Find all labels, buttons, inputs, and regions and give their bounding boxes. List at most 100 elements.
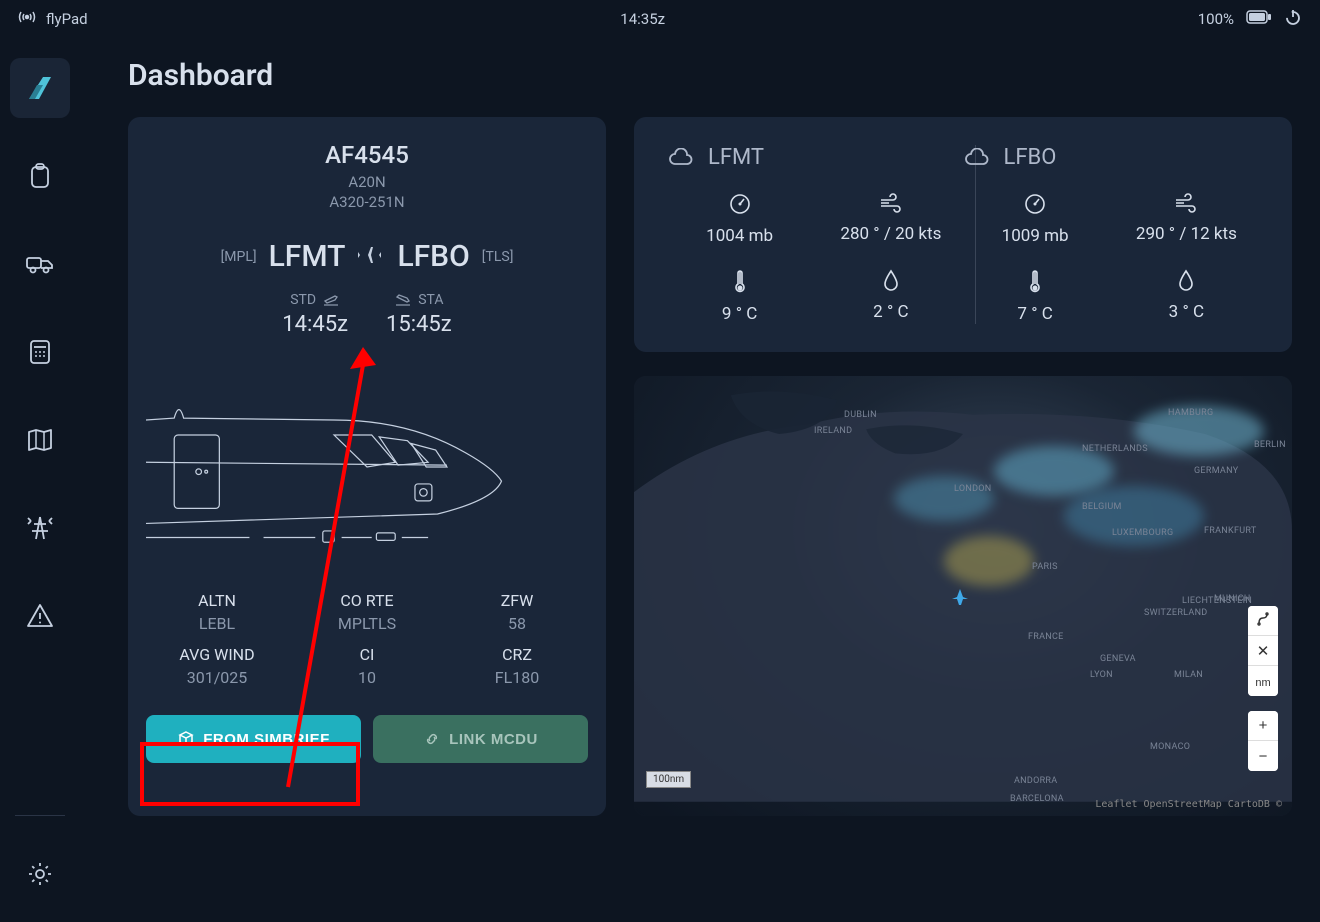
map-label-lyon: Lyon (1090, 670, 1113, 680)
sidebar-item-failures[interactable] (10, 586, 70, 646)
droplet-icon (882, 268, 900, 292)
flight-card: AF4545 A20N A320-251N [MPL] LFMT LFBO [T… (128, 117, 606, 816)
map-unit-button[interactable]: nm (1248, 666, 1278, 696)
tower-icon (25, 513, 55, 543)
map-zoom-in-button[interactable]: + (1248, 711, 1278, 741)
map-label-andorra: ANDORRA (1014, 776, 1057, 786)
std-time: 14:45z (282, 312, 348, 337)
wx-dep-temp: 9 ° C (722, 304, 757, 324)
sidebar-item-atc[interactable] (10, 498, 70, 558)
link-icon (423, 730, 441, 748)
gauge-icon (728, 192, 752, 216)
map-label-switzerland: SWITZERLAND (1144, 608, 1208, 618)
sta-time: 15:45z (386, 312, 452, 337)
map-zoom-out-button[interactable]: − (1248, 741, 1278, 771)
cloud-icon (964, 148, 990, 168)
arrival-icon (394, 293, 412, 307)
avgwind-val: 301/025 (146, 668, 288, 687)
avgwind-label: AVG WIND (146, 645, 288, 664)
thermometer-icon (732, 268, 748, 294)
sidebar-item-ground[interactable] (10, 234, 70, 294)
map-scale: 100nm (646, 771, 691, 788)
wx-arr-pressure: 1009 mb (1002, 226, 1069, 246)
sta-label: STA (418, 292, 443, 308)
map-card[interactable]: IRELAND Dublin LONDON NETHERLANDS BELGIU… (634, 376, 1292, 816)
truck-icon (25, 250, 55, 278)
tail-logo-icon (23, 71, 57, 105)
map-label-liechtenstein: LIECHTENSTEIN (1182, 596, 1252, 606)
map-label-france: FRANCE (1028, 632, 1064, 642)
map-label-ireland: IRELAND (814, 426, 852, 436)
corte-val: MPLTLS (296, 614, 438, 633)
map-label-milan: Milan (1174, 670, 1203, 680)
departure-icon (322, 293, 340, 307)
ci-val: 10 (296, 668, 438, 687)
map-label-belgium: BELGIUM (1082, 502, 1122, 512)
flight-number: AF4545 (146, 141, 588, 169)
aircraft-silhouette (146, 367, 588, 567)
crz-val: FL180 (446, 668, 588, 687)
sidebar-item-settings[interactable] (10, 844, 70, 904)
map-attribution: Leaflet OpenStreetMap CartoDB © (1095, 799, 1282, 810)
airplane-icon (357, 243, 385, 271)
power-icon[interactable] (1284, 8, 1302, 30)
altn-val: LEBL (146, 614, 288, 633)
std-label: STD (290, 292, 316, 308)
route-row: [MPL] LFMT LFBO [TLS] (146, 239, 588, 274)
from-simbrief-button[interactable]: FROM SIMBRIEF (146, 715, 361, 763)
wx-arr-dewpoint: 3 ° C (1169, 302, 1204, 322)
map-label-netherlands: NETHERLANDS (1082, 444, 1148, 454)
map-label-dublin: Dublin (844, 410, 877, 420)
map-label-london: LONDON (954, 484, 992, 494)
crz-label: CRZ (446, 645, 588, 664)
thermometer-icon (1027, 268, 1043, 294)
arr-iata: [TLS] (482, 249, 514, 265)
map-label-berlin: Berlin (1254, 440, 1286, 450)
wx-dep-dewpoint: 2 ° C (873, 302, 908, 322)
map-control-group-2: + − (1248, 711, 1278, 771)
sidebar (0, 38, 80, 922)
broadcast-icon (18, 10, 36, 28)
zfw-val: 58 (446, 614, 588, 633)
map-icon (25, 426, 55, 454)
map-label-monaco: MONACO (1150, 742, 1190, 752)
arr-icao: LFBO (397, 239, 469, 274)
dep-iata: [MPL] (221, 249, 257, 265)
battery-pct: 100% (1198, 10, 1234, 28)
map-close-button[interactable]: ✕ (1248, 636, 1278, 666)
map-label-geneva: GENEVA (1100, 654, 1136, 664)
link-mcdu-button[interactable]: LINK MCDU (373, 715, 588, 763)
wx-arr-icao: LFBO (1004, 145, 1057, 170)
cube-icon (177, 730, 195, 748)
zfw-label: ZFW (446, 591, 588, 610)
map-control-group-1: ✕ nm (1248, 606, 1278, 696)
map-label-paris: PARIS (1032, 562, 1058, 572)
map-label-hamburg: Hamburg (1168, 408, 1213, 418)
sidebar-item-dashboard[interactable] (10, 58, 70, 118)
map-route-toggle[interactable] (1248, 606, 1278, 636)
topbar: flyPad 14:35z 100% (0, 0, 1320, 38)
map-label-germany: GERMANY (1194, 466, 1238, 476)
map-label-luxembourg: LUXEMBOURG (1112, 528, 1173, 538)
calculator-icon (26, 338, 54, 366)
battery-icon (1246, 10, 1272, 28)
corte-label: CO RTE (296, 591, 438, 610)
droplet-icon (1177, 268, 1195, 292)
wx-dep-pressure: 1004 mb (706, 226, 773, 246)
topbar-time: 14:35z (620, 10, 665, 28)
sidebar-item-performance[interactable] (10, 322, 70, 382)
gear-icon (26, 860, 54, 888)
app-name: flyPad (46, 10, 88, 28)
aircraft-type: A20N (146, 173, 588, 191)
page-title: Dashboard (128, 58, 1292, 93)
sidebar-item-navigation[interactable] (10, 410, 70, 470)
map-label-barcelona: Barcelona (1010, 794, 1064, 804)
aircraft-variant: A320-251N (146, 193, 588, 211)
wx-arr-temp: 7 ° C (1017, 304, 1052, 324)
wx-dep-wind: 280 ° / 20 kts (840, 224, 941, 244)
clipboard-icon (26, 162, 54, 190)
map-label-frankfurt: Frankfurt (1204, 526, 1257, 536)
gauge-icon (1023, 192, 1047, 216)
sidebar-item-dispatch[interactable] (10, 146, 70, 206)
weather-card: LFMT 1004 mb 280 ° / 20 kts 9 ° C 2 ° C … (634, 117, 1292, 352)
